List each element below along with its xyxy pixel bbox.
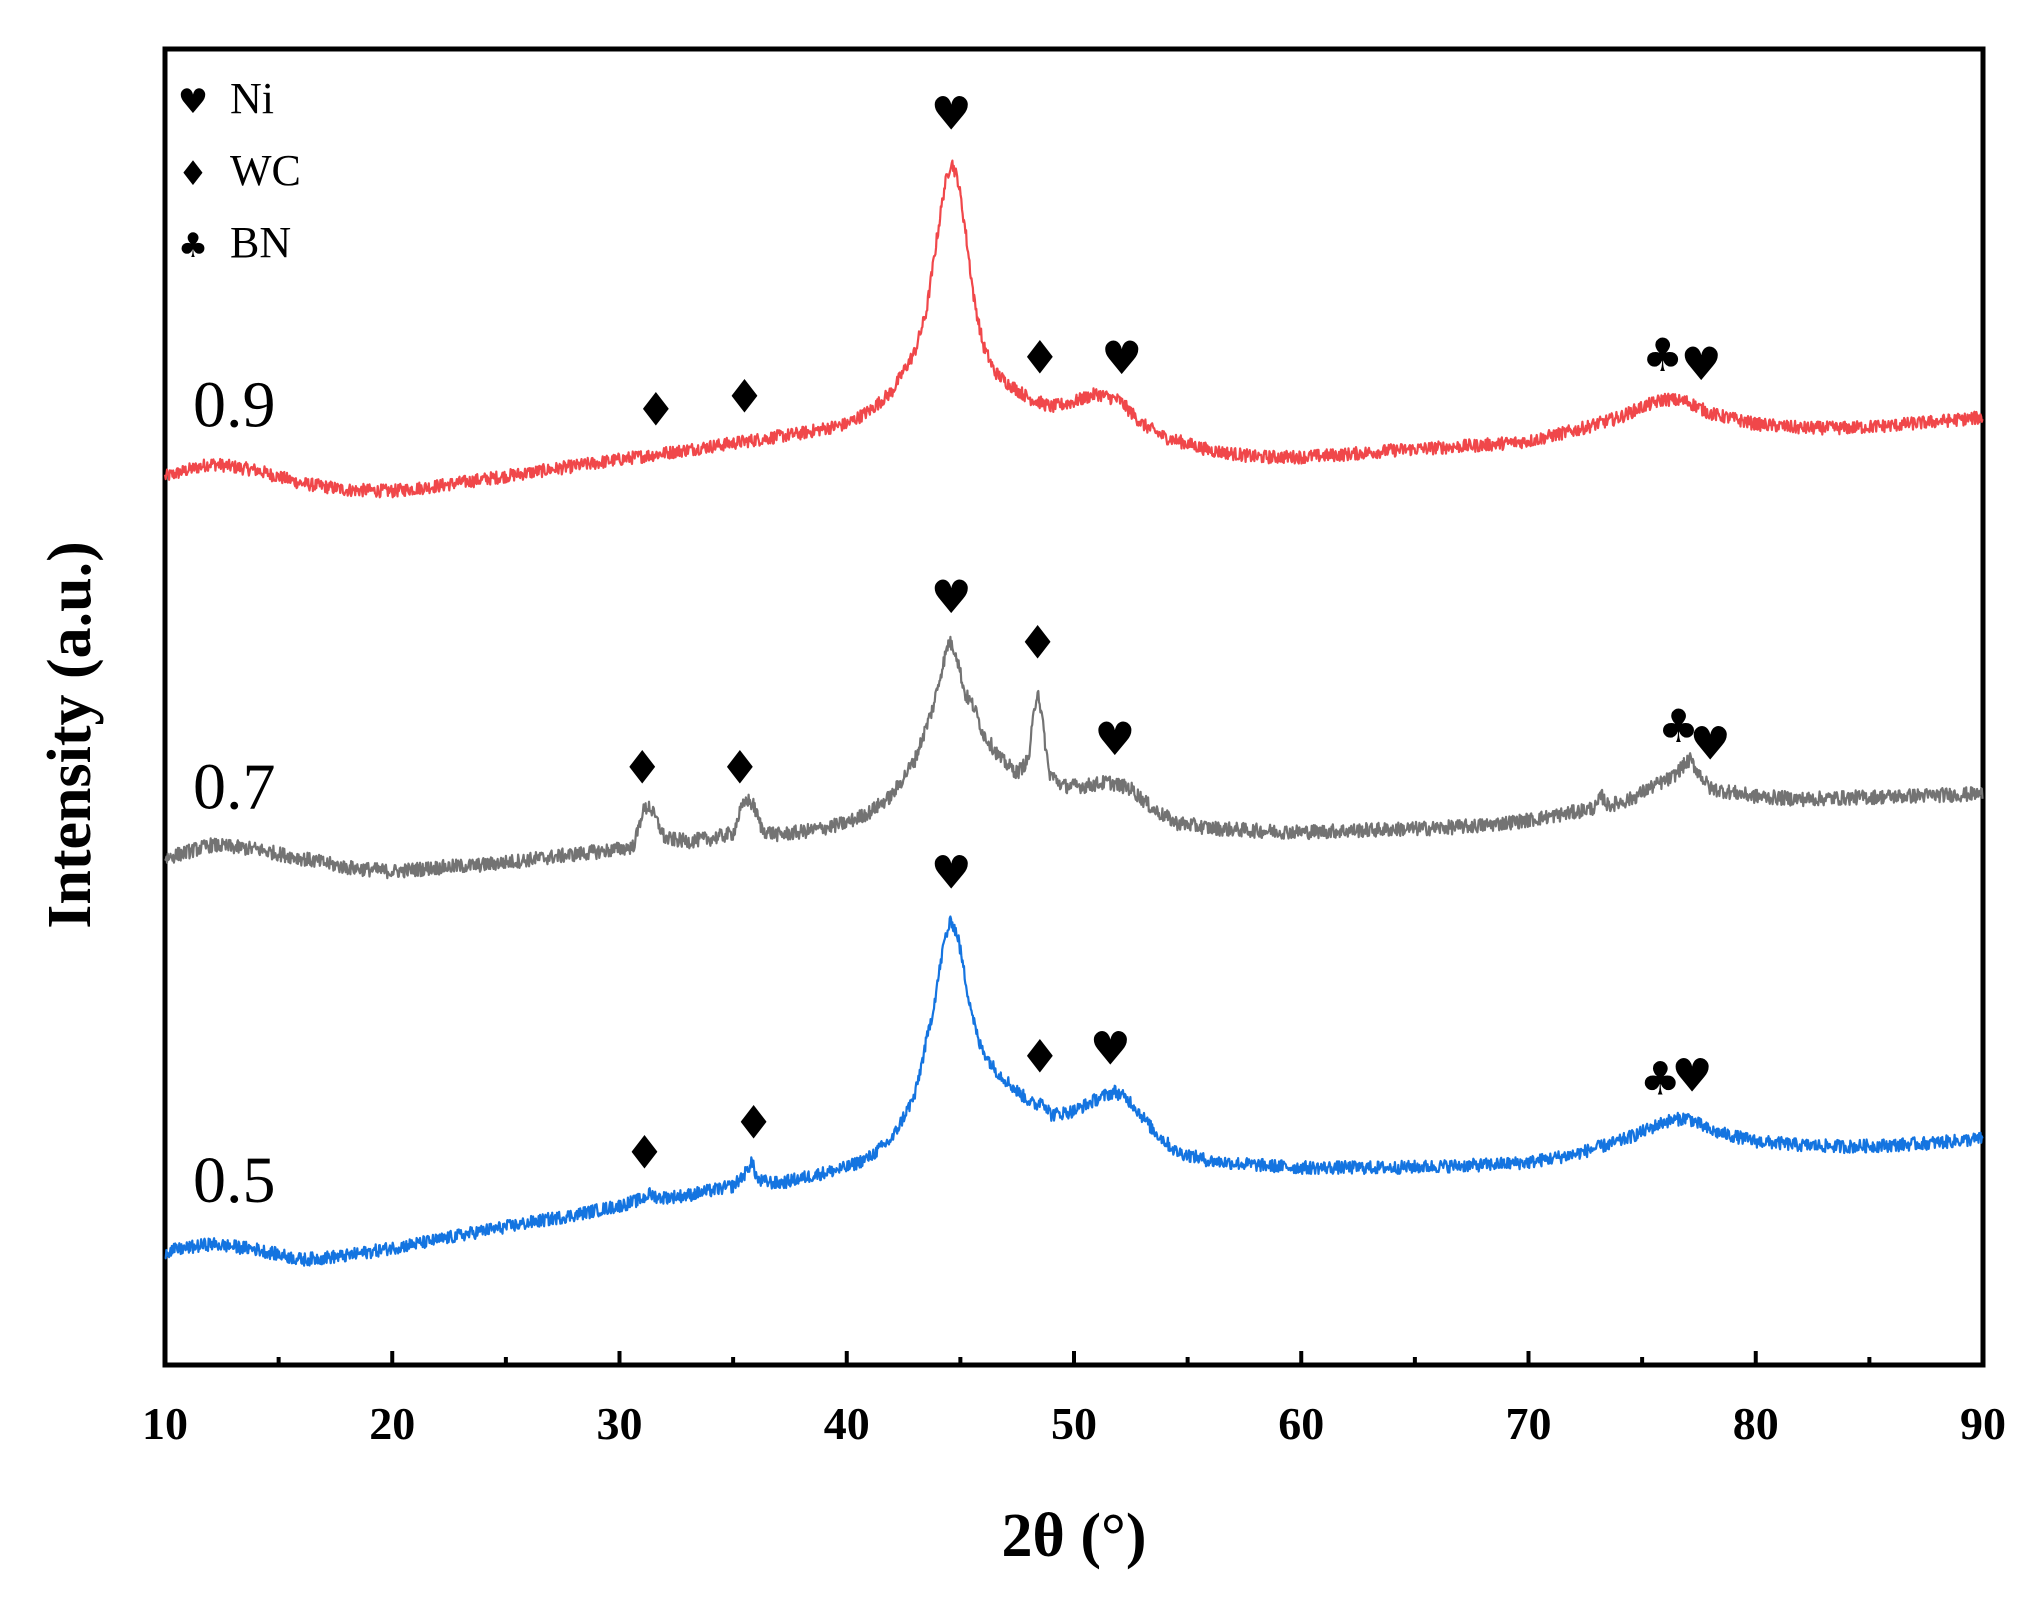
series-label-0.7: 0.7 [193,750,276,823]
legend-diamond-icon: ♦ [178,154,208,194]
legend-club-icon: ♣ [178,226,208,266]
series-label-0.5: 0.5 [193,1144,276,1217]
phase-marker-0.5-6: ♥ [1671,1048,1712,1102]
series-0.7-line [164,635,1984,880]
x-tick-label: 60 [1278,1398,1324,1449]
legend-heart-icon: ♥ [178,82,208,122]
phase-marker-0.9-3: ♦ [1019,330,1060,384]
phase-marker-0.7-1: ♦ [719,740,760,794]
phase-marker-0.7-0: ♦ [622,740,663,794]
legend-label-WC: WC [230,146,301,195]
x-tick-label: 30 [597,1398,643,1449]
phase-marker-0.5-4: ♥ [1090,1021,1131,1075]
series-labels: 0.9 0.7 0.5 [193,369,276,1217]
x-axis-title: 2θ (°) [1002,1502,1147,1570]
phase-marker-0.7-6: ♥ [1690,717,1731,771]
series-0.5-line [164,915,1984,1267]
phase-marker-0.7-2: ♥ [931,570,972,624]
y-axis-title: Intensity (a.u.) [36,541,104,929]
legend-label-Ni: Ni [230,74,274,123]
phase-marker-0.9-0: ♦ [635,382,676,436]
phase-marker-0.9-6: ♥ [1681,337,1722,391]
series-label-0.9: 0.9 [193,369,276,442]
series-0.9-line [163,159,1984,499]
phase-marker-0.9-5: ♣ [1642,328,1683,382]
phase-marker-0.5-3: ♦ [1019,1029,1060,1083]
phase-marker-0.7-4: ♥ [1094,712,1135,766]
phase-marker-0.7-3: ♦ [1017,615,1058,669]
x-axis-ticks: 10 20 30 40 50 60 70 80 90 [142,1351,2006,1449]
x-tick-label: 50 [1051,1398,1097,1449]
phase-marker-0.9-1: ♦ [724,370,765,424]
legend: ♥ Ni ♦ WC ♣ BN [178,74,301,267]
x-tick-label: 20 [369,1398,415,1449]
x-tick-label: 10 [142,1398,188,1449]
x-tick-label: 40 [824,1398,870,1449]
x-tick-label: 70 [1506,1398,1552,1449]
phase-marker-0.5-0: ♦ [624,1126,665,1180]
legend-label-BN: BN [230,218,291,267]
phase-marker-0.9-4: ♥ [1101,331,1142,385]
marker-layer: ♦ ♦♥♦ ♥ ♣♥♦ ♦♥♦♥ ♣♥♦♦♥♦ ♥♣♥ [622,86,1731,1179]
series-layer [163,159,1984,1267]
phase-marker-0.5-5: ♣ [1640,1052,1681,1106]
phase-marker-0.7-5: ♣ [1658,699,1699,753]
phase-marker-0.5-1: ♦ [733,1096,774,1150]
phase-marker-0.5-2: ♥ [931,846,972,900]
x-tick-label: 90 [1960,1398,2006,1449]
x-tick-label: 80 [1733,1398,1779,1449]
plot-frame [162,46,1986,1368]
phase-marker-0.9-2: ♥ [931,86,972,140]
